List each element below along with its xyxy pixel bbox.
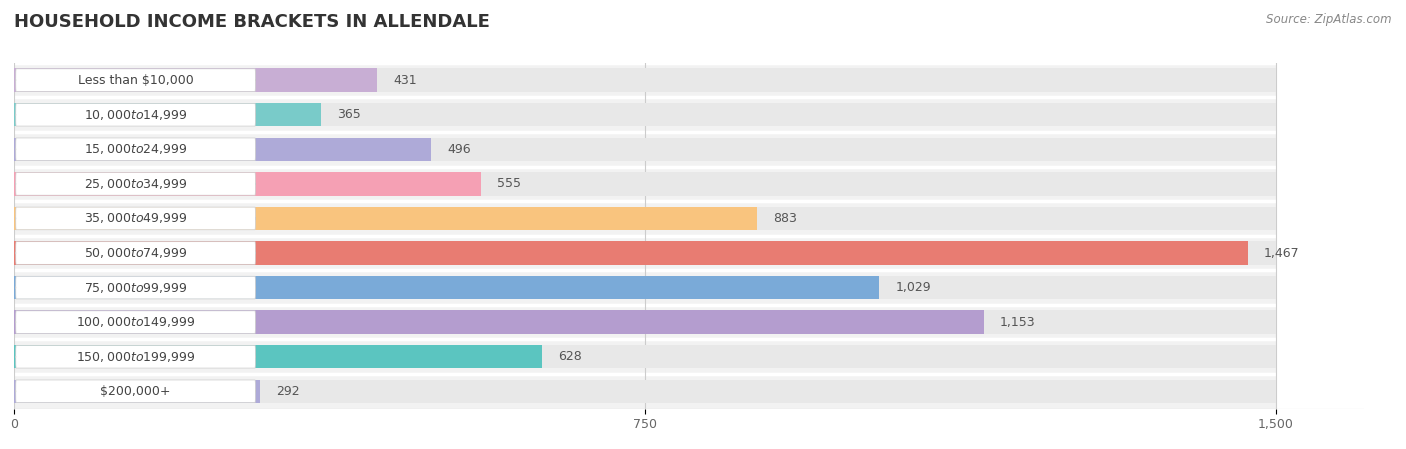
Text: $35,000 to $49,999: $35,000 to $49,999 <box>84 211 187 225</box>
Bar <box>14 345 543 369</box>
FancyBboxPatch shape <box>14 374 1275 409</box>
Text: 365: 365 <box>337 108 361 121</box>
FancyBboxPatch shape <box>14 97 1275 132</box>
Text: 431: 431 <box>392 74 416 87</box>
Text: 292: 292 <box>276 385 299 398</box>
Text: $15,000 to $24,999: $15,000 to $24,999 <box>84 142 187 156</box>
FancyBboxPatch shape <box>14 339 1275 374</box>
Bar <box>14 379 260 403</box>
Text: $25,000 to $34,999: $25,000 to $34,999 <box>84 177 187 191</box>
FancyBboxPatch shape <box>15 138 256 161</box>
Bar <box>14 68 1275 92</box>
Bar <box>14 241 1275 265</box>
FancyBboxPatch shape <box>15 311 256 334</box>
FancyBboxPatch shape <box>14 132 1275 167</box>
Text: 496: 496 <box>447 143 471 156</box>
Text: 1,153: 1,153 <box>1000 316 1036 329</box>
FancyBboxPatch shape <box>15 172 256 195</box>
FancyBboxPatch shape <box>15 276 256 299</box>
FancyBboxPatch shape <box>14 270 1275 305</box>
Bar <box>14 241 1247 265</box>
Text: 1,029: 1,029 <box>896 281 931 294</box>
Text: HOUSEHOLD INCOME BRACKETS IN ALLENDALE: HOUSEHOLD INCOME BRACKETS IN ALLENDALE <box>14 13 489 31</box>
Text: $10,000 to $14,999: $10,000 to $14,999 <box>84 108 187 122</box>
Bar <box>14 276 1275 299</box>
Text: 883: 883 <box>773 212 797 225</box>
FancyBboxPatch shape <box>14 167 1275 201</box>
Bar <box>14 172 481 196</box>
Bar <box>14 345 1275 369</box>
Bar <box>14 137 432 161</box>
FancyBboxPatch shape <box>15 103 256 126</box>
Text: $200,000+: $200,000+ <box>100 385 172 398</box>
FancyBboxPatch shape <box>15 345 256 368</box>
Bar <box>14 207 756 230</box>
Text: 628: 628 <box>558 350 582 363</box>
Text: $50,000 to $74,999: $50,000 to $74,999 <box>84 246 187 260</box>
Text: Less than $10,000: Less than $10,000 <box>77 74 194 87</box>
Bar <box>14 379 1275 403</box>
Bar <box>14 103 321 127</box>
FancyBboxPatch shape <box>14 201 1275 236</box>
Text: 555: 555 <box>498 177 522 190</box>
Text: $100,000 to $149,999: $100,000 to $149,999 <box>76 315 195 329</box>
Text: 1,467: 1,467 <box>1264 247 1299 260</box>
FancyBboxPatch shape <box>15 380 256 403</box>
FancyBboxPatch shape <box>14 305 1275 339</box>
Bar <box>14 310 984 334</box>
Bar <box>14 207 1275 230</box>
Bar <box>14 310 1275 334</box>
Text: $150,000 to $199,999: $150,000 to $199,999 <box>76 350 195 364</box>
FancyBboxPatch shape <box>14 236 1275 270</box>
Bar <box>14 103 1275 127</box>
Bar <box>14 68 377 92</box>
Text: Source: ZipAtlas.com: Source: ZipAtlas.com <box>1267 13 1392 26</box>
FancyBboxPatch shape <box>15 69 256 92</box>
Text: $75,000 to $99,999: $75,000 to $99,999 <box>84 281 187 295</box>
Bar <box>14 172 1275 196</box>
Bar <box>14 276 879 299</box>
FancyBboxPatch shape <box>15 207 256 230</box>
FancyBboxPatch shape <box>15 242 256 264</box>
FancyBboxPatch shape <box>14 63 1275 97</box>
Bar <box>14 137 1275 161</box>
